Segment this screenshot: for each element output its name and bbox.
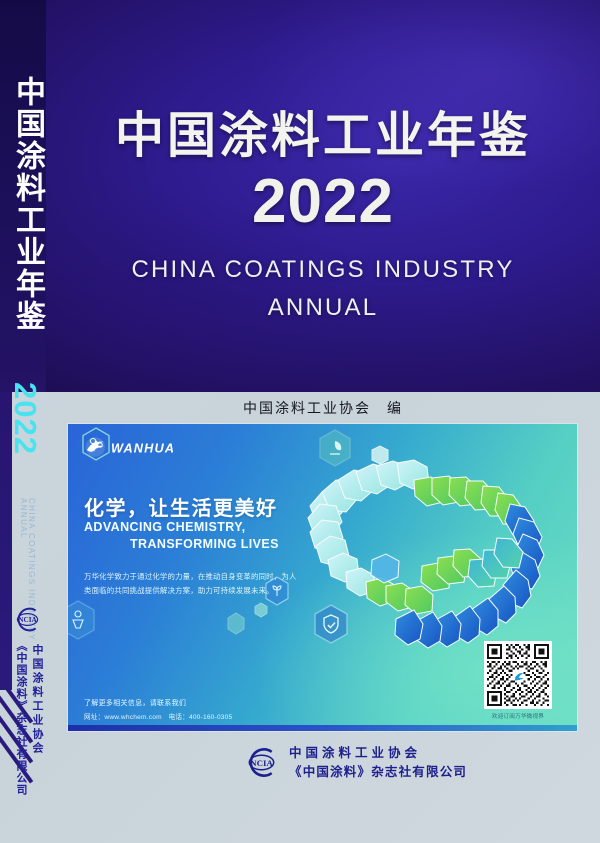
svg-text:NCIA: NCIA [250,758,273,768]
footer-ncia-logo-icon: NCIA [243,744,280,781]
spine-org-line1: 中国涂料工业协会 [31,644,43,756]
ad-headline-en-line1: ADVANCING CHEMISTRY, [84,520,246,534]
advertisement-panel: WANHUA 化学，让生活更美好 ADVANCING CHEMISTRY, TR… [68,424,577,731]
ad-body-text: 万华化学致力于通过化学的力量，在推动自身变革的同时，为人类面临的共同挑战提供解决… [84,572,297,596]
spine-edge-strip [0,392,12,690]
wanhua-swoosh-icon [85,437,105,457]
hex-badge-small-b-icon [254,602,268,618]
spine-title-en-line1: CHINA COATINGS INDUSTRY [27,498,36,642]
svg-text:NCIA: NCIA [18,616,37,624]
spine-title-en-line2: ANNUAL [19,498,28,539]
hex-badge-small-a-icon [226,612,246,635]
cover-title-en-line1: CHINA COATINGS INDUSTRY [131,256,515,283]
hex-badge-leaf-icon [318,429,352,467]
cover-year: 2022 [252,167,394,236]
wanhua-logo: WANHUA [84,436,204,458]
publisher-line1: 中国涂料工业协会 [289,746,422,761]
ad-contact-title: 了解更多相关信息，请联系我们 [84,700,187,707]
qr-code-block[interactable]: 欢迎订阅万华微视界 [484,641,552,720]
ad-bottom-accent-bar [68,725,577,731]
ad-headline-en-line2: TRANSFORMING LIVES [130,537,279,551]
hex-badge-flask-icon [68,600,96,640]
front-cover-panel: 中国涂料工业年鉴 2022 CHINA COATINGS INDUSTRY AN… [46,0,600,392]
ad-headline-cn: 化学，让生活更美好 [84,498,278,520]
cover-title-en-line2: ANNUAL [267,294,379,321]
spine-org-line2: 《中国涂料》杂志社有限公司 [15,640,27,796]
spine-panel [0,0,46,392]
ad-contact-line: 网址：www.whchem.com 电话：400-160-0305 [84,714,233,721]
spine-title-cn: 中国涂料工业年鉴 [11,76,44,332]
cover-title-cn: 中国涂料工业年鉴 [114,109,531,163]
spine-year: 2022 [8,382,43,455]
qr-code-image[interactable] [484,641,552,709]
qr-code-caption: 欢迎订阅万华微视界 [491,714,545,720]
publisher-footer: NCIA 中国涂料工业协会 《中国涂料》杂志社有限公司 [243,744,467,781]
hex-badge-shield-icon [313,604,349,644]
editor-credit-line: 中国涂料工业协会 编 [243,400,403,416]
mobius-infinity-loop-graphic [264,432,577,662]
svg-text:WANHUA: WANHUA [111,440,175,455]
hex-badge-seedling-icon [264,576,290,606]
publisher-line2: 《中国涂料》杂志社有限公司 [289,764,468,779]
spine-ncia-logo-icon: NCIA [12,604,43,635]
